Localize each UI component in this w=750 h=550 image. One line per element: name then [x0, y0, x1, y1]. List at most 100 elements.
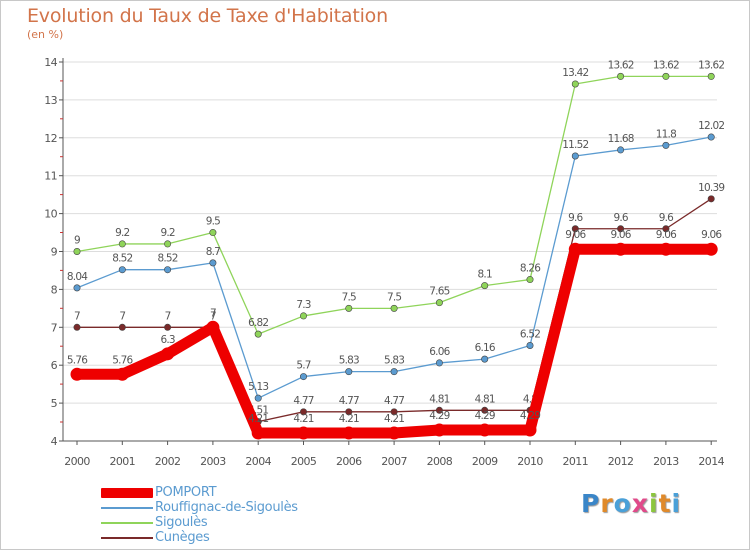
x-tick-label: 2001 [109, 455, 135, 468]
data-label: 4.29 [520, 410, 540, 422]
y-tick-label: 11 [44, 170, 57, 183]
x-tick-label: 2007 [381, 455, 407, 468]
data-label: 13.62 [608, 59, 634, 71]
series-1: 8.04 8.52 8.52 8.7 5.13 5.7 5.83 5.83 6.06 6.16 6.… [67, 120, 725, 402]
x-tick-label: 2000 [64, 455, 90, 468]
data-point [617, 225, 625, 233]
data-point [209, 259, 217, 267]
data-label: 4.81 [429, 393, 449, 405]
data-point [662, 141, 670, 149]
data-point [571, 80, 579, 88]
x-tick-label: 2009 [472, 455, 498, 468]
data-point [432, 423, 446, 437]
data-label: 11.68 [608, 133, 634, 145]
data-label: 7 [74, 310, 80, 322]
data-point [617, 72, 625, 80]
data-point [345, 304, 353, 312]
data-point [254, 330, 262, 338]
chart-subtitle: (en %) [27, 28, 64, 41]
data-point [70, 367, 84, 381]
legend-item: Rouffignac-de-Sigoulès [101, 500, 298, 515]
data-point [481, 282, 489, 290]
data-point [617, 146, 625, 154]
y-tick-label: 13 [44, 94, 57, 107]
data-label: 9.6 [659, 212, 674, 224]
data-point [161, 347, 175, 361]
data-label: 4.21 [339, 413, 359, 425]
x-tick-label: 2013 [653, 455, 679, 468]
series-2: 9 9.2 9.2 9.5 6.82 7.3 7.5 7.5 7.65 8.1 8.26 13.42 1… [73, 59, 725, 338]
legend-label: Rouffignac-de-Sigoulès [155, 500, 298, 515]
data-label: 7 [119, 310, 125, 322]
data-label: 4.29 [429, 410, 449, 422]
data-point [526, 276, 534, 284]
data-label: 11.8 [656, 128, 676, 140]
legend-swatch [101, 506, 153, 509]
legend-item: Cunèges [101, 530, 298, 545]
data-point [342, 426, 356, 440]
data-point [481, 406, 489, 414]
y-tick-label: 14 [44, 56, 57, 69]
data-point [390, 408, 398, 416]
data-label: 8.04 [67, 271, 88, 283]
data-label: 6.16 [475, 342, 496, 354]
data-point [659, 242, 673, 256]
data-label: 11.52 [562, 139, 588, 151]
data-label: 5.13 [248, 381, 268, 393]
y-tick-label: 4 [51, 435, 58, 448]
data-label: 9.06 [611, 229, 632, 241]
data-point [299, 373, 307, 381]
data-point [345, 408, 353, 416]
data-label: 7.5 [342, 291, 356, 303]
legend-label: Cunèges [155, 530, 210, 545]
data-point [299, 312, 307, 320]
x-tick-label: 2010 [517, 455, 543, 468]
data-point [571, 225, 579, 233]
series-0: 5.76 5.76 6.3 7 4.21 4.21 4.21 4.21 4.29 4.29 4.29… [67, 229, 723, 440]
data-point [478, 423, 492, 437]
data-label: 9.2 [115, 227, 129, 239]
data-label: 7.3 [296, 299, 310, 311]
data-label: 5.76 [112, 354, 133, 366]
x-tick-label: 2005 [291, 455, 317, 468]
legend-item: POMPORT [101, 485, 298, 500]
legend-swatch [101, 487, 153, 498]
y-tick-label: 9 [51, 246, 58, 259]
data-label: 7 [210, 307, 216, 319]
data-point [390, 304, 398, 312]
x-tick-label: 2002 [155, 455, 181, 468]
data-point [297, 426, 310, 440]
data-point [73, 323, 81, 331]
legend-item: Sigoulès [101, 515, 298, 530]
data-label: 8.1 [478, 269, 492, 281]
data-point [435, 406, 443, 414]
data-point [526, 341, 534, 349]
data-label: 8.26 [520, 263, 541, 275]
data-label: 4.21 [293, 413, 313, 425]
data-label: 4.77 [339, 395, 359, 407]
data-label: 7.5 [387, 291, 401, 303]
data-label: 9.6 [568, 212, 583, 224]
data-label: 5.83 [339, 355, 359, 367]
data-label: 7.65 [429, 286, 449, 298]
data-label: 4.29 [475, 410, 495, 422]
data-point [118, 266, 126, 274]
data-point [299, 408, 307, 416]
legend: POMPORT Rouffignac-de-Sigoulès Sigoulès Cun… [101, 485, 298, 545]
data-point [435, 299, 443, 307]
legend-label: POMPORT [155, 485, 217, 500]
data-label: 9.2 [160, 227, 174, 239]
data-label: 7 [210, 310, 216, 322]
data-label: 7 [165, 310, 171, 322]
data-label: 6.3 [160, 334, 174, 346]
x-tick-label: 2012 [608, 455, 634, 468]
data-label: 9.06 [701, 229, 722, 241]
legend-swatch [101, 536, 153, 539]
legend-label: Sigoulès [155, 515, 208, 530]
data-point [118, 323, 126, 331]
data-label: 10.39 [698, 182, 724, 194]
x-tick-label: 2006 [336, 455, 362, 468]
y-tick-label: 8 [51, 283, 58, 296]
data-label: 9 [74, 235, 80, 247]
